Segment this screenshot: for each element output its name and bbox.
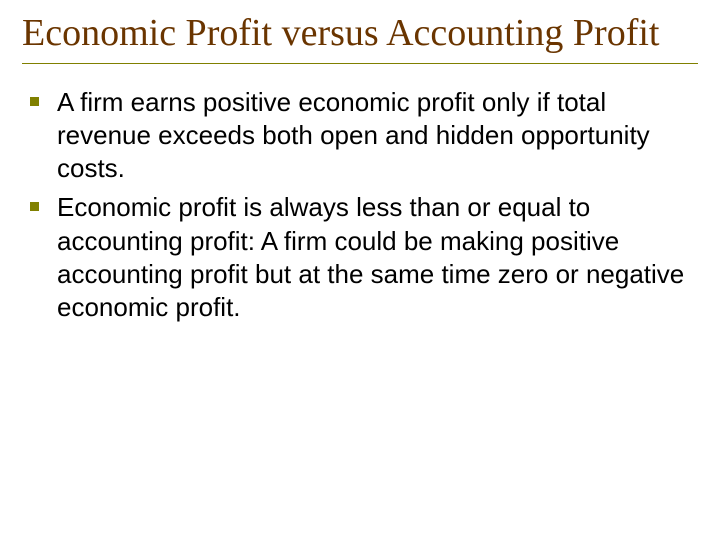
list-item-text: A firm earns positive economic profit on…: [57, 86, 698, 186]
square-bullet-icon: [30, 202, 39, 211]
list-item: A firm earns positive economic profit on…: [22, 86, 698, 186]
list-item-text: Economic profit is always less than or e…: [57, 191, 698, 324]
square-bullet-icon: [30, 97, 39, 106]
slide-title: Economic Profit versus Accounting Profit: [22, 12, 698, 55]
list-item: Economic profit is always less than or e…: [22, 191, 698, 324]
bullet-list: A firm earns positive economic profit on…: [22, 86, 698, 325]
title-region: Economic Profit versus Accounting Profit: [22, 12, 698, 64]
slide: Economic Profit versus Accounting Profit…: [0, 0, 720, 540]
